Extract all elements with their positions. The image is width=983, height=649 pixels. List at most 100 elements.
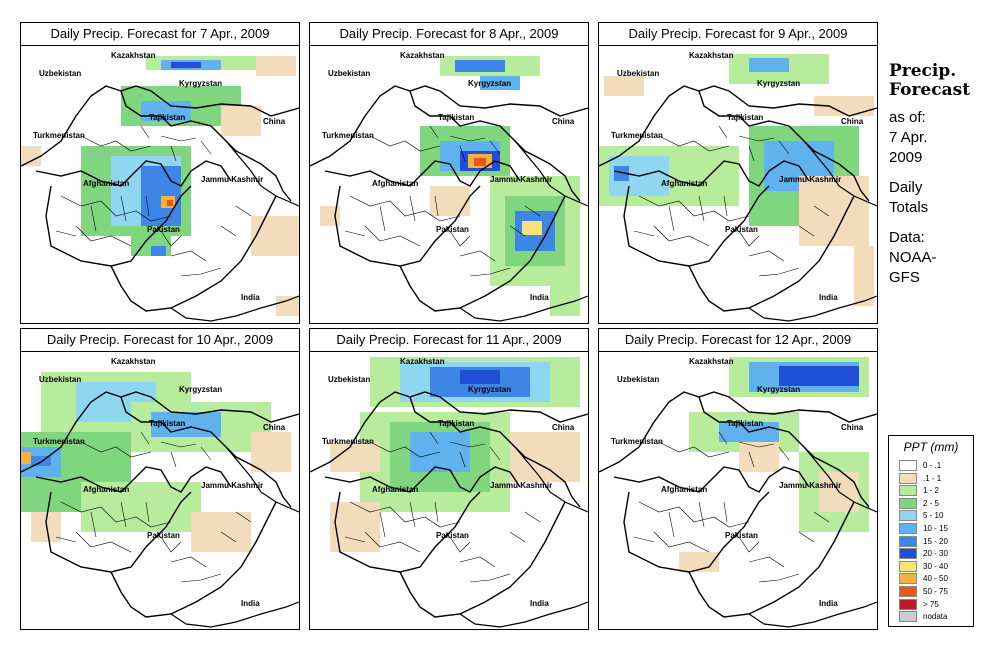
label-india: India	[819, 599, 838, 608]
legend-label: nodata	[923, 612, 948, 622]
legend-swatch	[899, 548, 917, 560]
label-kyrgyzstan: Kyrgyzstan	[179, 385, 222, 394]
label-afghanistan: Afghanistan	[661, 485, 707, 494]
legend-label: 40 - 50	[923, 574, 948, 584]
label-jammu-kashmir: Jammu Kashmir	[490, 175, 552, 184]
forecast-panel-apr9: Daily Precip. Forecast for 9 Apr., 2009 …	[598, 22, 878, 324]
asof-line2: 7 Apr.	[889, 129, 928, 146]
daily-line2: Totals	[889, 199, 929, 216]
legend-item: nodata	[899, 611, 971, 623]
forecast-panel-apr12: Daily Precip. Forecast for 12 Apr., 2009…	[598, 328, 878, 630]
label-jammu-kashmir: Jammu Kashmir	[201, 175, 263, 184]
label-china: China	[263, 117, 286, 126]
label-uzbekistan: Uzbekistan	[328, 69, 370, 78]
legend-item: 15 - 20	[899, 535, 971, 547]
label-kazakhstan: Kazakhstan	[111, 357, 156, 366]
legend-swatch	[899, 523, 917, 534]
legend-swatch	[899, 510, 917, 522]
label-tajikistan: Tajikistan	[727, 419, 763, 428]
label-afghanistan: Afghanistan	[83, 179, 129, 188]
legend-item: 0 - .1	[899, 460, 971, 471]
label-india: India	[530, 599, 549, 608]
label-uzbekistan: Uzbekistan	[39, 375, 81, 384]
legend-swatch	[899, 560, 917, 572]
forecast-panel-apr11: Daily Precip. Forecast for 11 Apr., 2009…	[309, 328, 589, 630]
legend-swatch	[899, 598, 917, 610]
legend-label: 50 - 75	[923, 587, 948, 596]
label-kazakhstan: Kazakhstan	[400, 357, 445, 366]
label-tajikistan: Tajikistan	[149, 419, 185, 428]
legend-swatch	[899, 535, 917, 547]
legend-item: 20 - 30	[899, 548, 971, 560]
label-afghanistan: Afghanistan	[372, 179, 418, 188]
label-afghanistan: Afghanistan	[661, 179, 707, 188]
label-jammu-kashmir: Jammu Kashmir	[490, 481, 552, 490]
label-china: China	[552, 423, 575, 432]
forecast-panel-apr8: Daily Precip. Forecast for 8 Apr., 2009	[309, 22, 589, 324]
legend-label: 15 - 20	[923, 536, 948, 546]
legend-swatch	[899, 573, 917, 585]
legend-item: 50 - 75	[899, 586, 971, 597]
legend-title: PPT (mm)	[903, 440, 959, 454]
precip-overlay	[21, 372, 291, 552]
label-uzbekistan: Uzbekistan	[617, 69, 659, 78]
panel-title: Daily Precip. Forecast for 7 Apr., 2009	[50, 26, 270, 41]
legend-label: 20 - 30	[923, 549, 948, 559]
label-china: China	[263, 423, 286, 432]
label-afghanistan: Afghanistan	[83, 485, 129, 494]
precip-overlay	[330, 357, 580, 552]
label-jammu-kashmir: Jammu Kashmir	[201, 481, 263, 490]
label-turkmenistan: Turkmenistan	[611, 131, 663, 140]
label-pakistan: Pakistan	[147, 225, 180, 234]
legend-label: 0 - .1	[923, 461, 942, 470]
data-line2: NOAA-	[889, 249, 937, 266]
label-pakistan: Pakistan	[436, 531, 469, 540]
daily-line1: Daily	[889, 179, 923, 196]
legend-label: 1 - 2	[923, 486, 940, 496]
legend-item: 1 - 2	[899, 485, 971, 497]
label-tajikistan: Tajikistan	[438, 419, 474, 428]
side-info: Precip. Forecast as of: 7 Apr. 2009 Dail…	[889, 62, 981, 288]
side-title-line1: Precip.	[889, 61, 957, 81]
legend-swatch	[899, 586, 917, 597]
label-india: India	[819, 293, 838, 302]
label-kyrgyzstan: Kyrgyzstan	[757, 79, 800, 88]
data-line1: Data:	[889, 229, 925, 246]
panel-title: Daily Precip. Forecast for 9 Apr., 2009	[628, 26, 848, 41]
precip-map: Kazakhstan Uzbekistan Kyrgyzstan Tajikis…	[599, 45, 877, 324]
precip-overlay	[679, 357, 869, 572]
label-pakistan: Pakistan	[725, 225, 758, 234]
label-kazakhstan: Kazakhstan	[689, 51, 734, 60]
legend-item: 10 - 15	[899, 523, 971, 534]
forecast-panel-apr7: Daily Precip. Forecast for 7 Apr., 2009	[20, 22, 300, 324]
precip-map: Kazakhstan Uzbekistan Kyrgyzstan Tajikis…	[310, 351, 588, 630]
label-kazakhstan: Kazakhstan	[400, 51, 445, 60]
legend-swatch	[899, 460, 917, 471]
legend-label: > 75	[923, 599, 939, 609]
label-china: China	[841, 423, 864, 432]
panel-title: Daily Precip. Forecast for 8 Apr., 2009	[339, 26, 559, 41]
precip-map: Kazakhstan Uzbekistan Kyrgyzstan Tajikis…	[21, 351, 299, 630]
label-uzbekistan: Uzbekistan	[328, 375, 370, 384]
asof-line1: as of:	[889, 109, 926, 126]
label-pakistan: Pakistan	[147, 531, 180, 540]
label-turkmenistan: Turkmenistan	[322, 131, 374, 140]
label-turkmenistan: Turkmenistan	[322, 437, 374, 446]
asof-line3: 2009	[889, 149, 923, 166]
legend-label: 10 - 15	[923, 524, 948, 533]
legend-label: .1 - 1	[923, 473, 942, 483]
legend-item: 2 - 5	[899, 497, 971, 509]
legend-item: .1 - 1	[899, 472, 971, 484]
forecast-panel-apr10: Daily Precip. Forecast for 10 Apr., 2009…	[20, 328, 300, 630]
label-kyrgyzstan: Kyrgyzstan	[468, 79, 511, 88]
ppt-legend: PPT (mm) 0 - .1 .1 - 1 1 - 2 2 - 5 5 - 10 10 …	[888, 435, 974, 627]
panel-title: Daily Precip. Forecast for 12 Apr., 2009	[624, 332, 852, 347]
precip-overlay	[320, 56, 580, 316]
legend-label: 2 - 5	[923, 498, 940, 508]
label-pakistan: Pakistan	[725, 531, 758, 540]
label-turkmenistan: Turkmenistan	[33, 437, 85, 446]
precip-overlay	[599, 54, 874, 306]
label-tajikistan: Tajikistan	[149, 113, 185, 122]
precip-map: Kazakhstan Uzbekistan Kyrgyzstan Tajikis…	[310, 45, 588, 324]
label-india: India	[530, 293, 549, 302]
